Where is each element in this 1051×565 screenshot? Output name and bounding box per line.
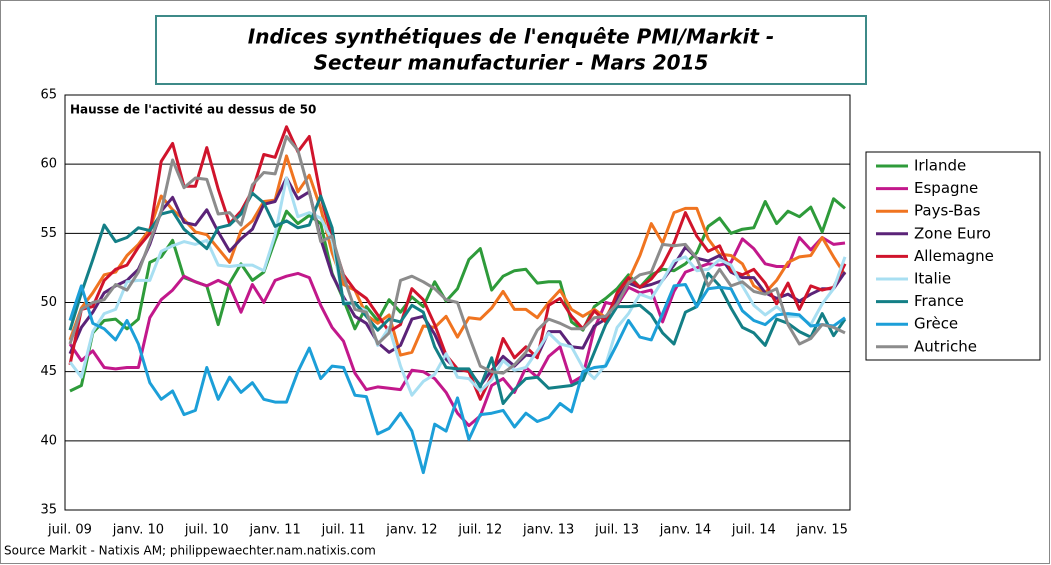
x-tick-label: janv. 15 — [796, 523, 848, 538]
x-tick-label: juil. 13 — [594, 523, 639, 538]
y-tick-label: 55 — [40, 226, 57, 241]
series-line — [68, 283, 846, 475]
series-line — [68, 191, 847, 405]
x-tick-label: janv. 12 — [385, 523, 437, 538]
source: Source Markit - Natixis AM; philippewaec… — [4, 544, 376, 558]
x-tick-label: janv. 14 — [659, 523, 711, 538]
title-box — [155, 15, 867, 85]
x-tick-label: janv. 10 — [112, 523, 164, 538]
y-tick-label: 50 — [40, 295, 57, 310]
x-tick-label: juil. 09 — [47, 523, 92, 538]
legend-label: Grèce — [914, 315, 958, 333]
x-tick-label: juil. 11 — [321, 523, 366, 538]
legend-label: Allemagne — [914, 247, 994, 265]
legend-label: France — [914, 292, 964, 310]
y-tick-label: 45 — [40, 364, 57, 379]
legend-label: Zone Euro — [914, 224, 991, 242]
x-tick-label: juil. 12 — [457, 523, 502, 538]
x-tick-label: janv. 13 — [522, 523, 574, 538]
legend-label: Autriche — [914, 337, 977, 355]
annotation: Hausse de l'activité au dessus de 50 — [70, 103, 316, 117]
y-tick-label: 40 — [40, 433, 57, 448]
chart-title: Indices synthétiques de l'enquête PMI/Ma… — [248, 25, 774, 49]
x-tick-label: janv. 11 — [248, 523, 300, 538]
y-tick-label: 35 — [40, 503, 57, 518]
y-tick-label: 65 — [40, 88, 57, 103]
legend-label: Pays-Bas — [914, 202, 981, 220]
legend-label: Irlande — [914, 157, 966, 175]
y-tick-label: 60 — [40, 157, 57, 172]
x-tick-label: juil. 10 — [184, 523, 229, 538]
legend-label: Espagne — [914, 179, 978, 197]
chart-subtitle: Secteur manufacturier - Mars 2015 — [314, 51, 709, 75]
x-tick-label: juil. 14 — [731, 523, 776, 538]
legend-label: Italie — [914, 270, 951, 288]
series-line — [68, 135, 846, 375]
